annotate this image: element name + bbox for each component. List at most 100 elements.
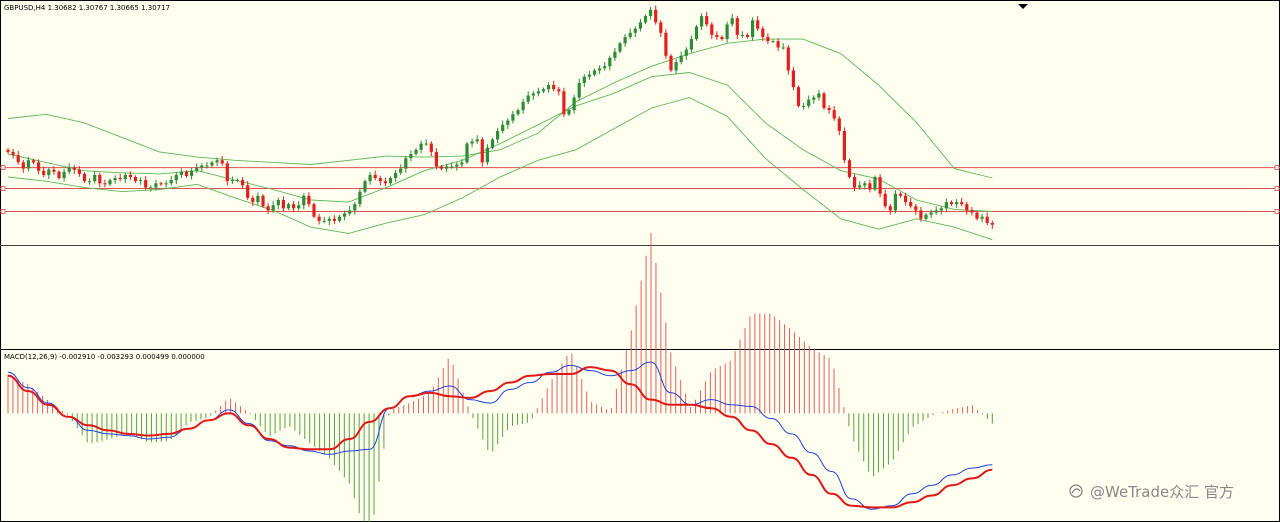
candle-body (980, 216, 984, 219)
candle-body (745, 34, 750, 37)
candle-body (67, 167, 71, 172)
candle-body (337, 216, 342, 221)
candle-body (118, 178, 122, 180)
candle-body (592, 70, 597, 75)
horizontal-levels (0, 165, 1280, 247)
candle-body (654, 9, 658, 23)
candle-body (868, 183, 872, 190)
candle-body (42, 170, 46, 175)
candle-body (516, 110, 520, 115)
candle-body (904, 195, 908, 203)
candle-body (429, 143, 433, 152)
candle-body (812, 97, 816, 100)
candle-body (863, 183, 867, 186)
candle-body (541, 89, 546, 92)
candle-body (358, 191, 362, 205)
candle-body (128, 174, 132, 177)
candle-body (190, 170, 194, 176)
candle-body (501, 124, 505, 132)
candle-body (57, 171, 61, 179)
candle-body (373, 174, 377, 179)
watermark-logo-icon (1069, 484, 1083, 498)
candle-body (970, 210, 974, 213)
candle-body (771, 41, 775, 43)
candle-body (93, 174, 97, 182)
candle-body (536, 91, 540, 94)
candle-body (506, 120, 510, 125)
candle-body (827, 108, 831, 111)
candlesticks (6, 5, 994, 229)
candle-body (98, 174, 102, 184)
candle-body (21, 162, 25, 169)
candle-body (261, 195, 265, 207)
candle-body (184, 171, 189, 176)
candle-body (557, 89, 561, 92)
level-handle-left[interactable] (0, 165, 6, 170)
candle-body (511, 114, 515, 121)
candle-body (791, 70, 795, 88)
candle-body (526, 95, 530, 102)
candle-body (990, 222, 994, 225)
candle-body (628, 32, 632, 37)
candle-body (847, 160, 852, 177)
candle-body (424, 143, 428, 145)
candle-body (664, 32, 668, 56)
candle-body (419, 143, 423, 150)
candle-body (837, 118, 841, 132)
candle-body (220, 160, 224, 164)
macd-pane (7, 233, 993, 522)
candle-body (649, 9, 653, 17)
candle-body (205, 165, 209, 167)
candle-body (383, 181, 387, 184)
candle-body (893, 193, 897, 211)
candle-body (108, 180, 112, 185)
macd-header-label: MACD(12,26,9) -0.002910 -0.003293 0.0004… (4, 353, 205, 361)
level-handle-left[interactable] (0, 186, 6, 191)
candle-body (62, 171, 66, 179)
candle-body (858, 185, 862, 188)
level-handle-right[interactable] (1274, 165, 1280, 170)
chart-shift-marker-icon[interactable] (1018, 4, 1028, 9)
candle-body (965, 204, 969, 211)
level-handle-right[interactable] (1274, 186, 1280, 191)
candle-body (292, 204, 296, 209)
candle-body (883, 193, 887, 207)
candle-body (378, 178, 382, 182)
candle-body (26, 160, 30, 169)
candle-body (72, 167, 76, 170)
candle-body (700, 16, 704, 27)
candle-body (327, 218, 331, 221)
candle-body (225, 163, 229, 182)
candle-body (934, 210, 938, 213)
candle-body (496, 131, 500, 140)
candle-body (562, 91, 566, 115)
candle-body (802, 105, 806, 107)
candle-body (955, 202, 959, 205)
candle-body (730, 18, 734, 25)
level-handle-right[interactable] (1274, 209, 1280, 214)
candle-body (531, 93, 535, 96)
candle-body (37, 162, 41, 171)
candle-body (368, 174, 372, 182)
candle-body (796, 87, 801, 106)
candle-body (312, 204, 316, 217)
candle-body (720, 36, 724, 40)
candle-body (689, 39, 693, 50)
candle-body (297, 205, 301, 209)
candle-body (735, 18, 739, 35)
candle-body (434, 151, 438, 167)
candle-body (623, 36, 627, 44)
candle-body (679, 55, 683, 63)
candle-body (82, 173, 87, 182)
candle-body (139, 180, 143, 182)
candle-body (572, 97, 576, 111)
candle-body (6, 149, 10, 152)
candle-body (445, 166, 449, 169)
candle-body (781, 47, 785, 49)
candle-body (343, 213, 347, 217)
candle-body (669, 55, 673, 71)
level-handle-left[interactable] (0, 209, 6, 214)
bollinger-bands (7, 38, 993, 241)
